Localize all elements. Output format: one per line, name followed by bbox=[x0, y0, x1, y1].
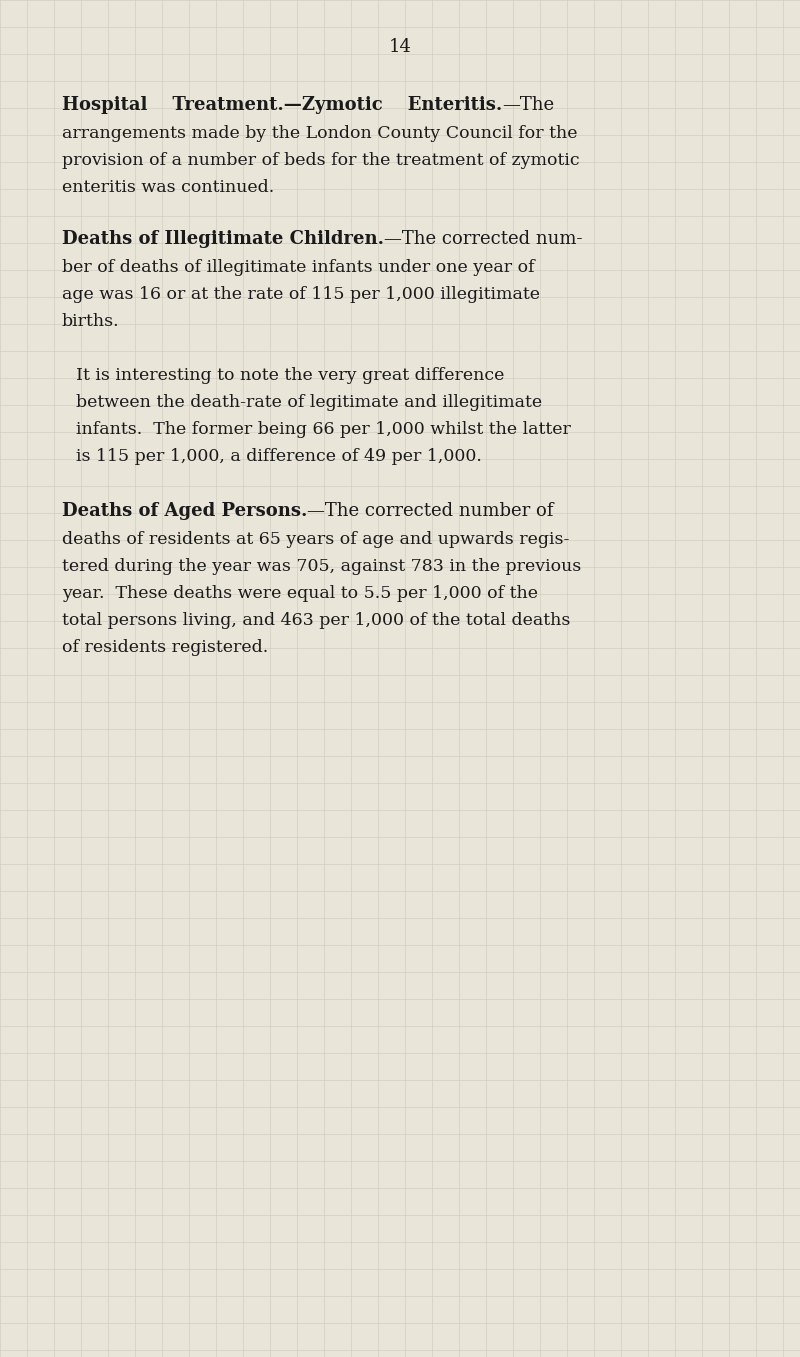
Text: Deaths of Illegitimate Children.: Deaths of Illegitimate Children. bbox=[62, 229, 384, 248]
Text: —The corrected num-: —The corrected num- bbox=[384, 229, 582, 248]
Text: —The: —The bbox=[502, 96, 554, 114]
Text: enteritis was continued.: enteritis was continued. bbox=[62, 179, 274, 195]
Text: total persons living, and 463 per 1,000 of the total deaths: total persons living, and 463 per 1,000 … bbox=[62, 612, 570, 630]
Text: of residents registered.: of residents registered. bbox=[62, 639, 268, 655]
Text: age was 16 or at the rate of 115 per 1,000 illegitimate: age was 16 or at the rate of 115 per 1,0… bbox=[62, 286, 540, 303]
Text: Deaths of Aged Persons.: Deaths of Aged Persons. bbox=[62, 502, 307, 520]
Text: —The corrected number of: —The corrected number of bbox=[307, 502, 554, 520]
Text: deaths of residents at 65 years of age and upwards regis-: deaths of residents at 65 years of age a… bbox=[62, 531, 570, 548]
Text: tered during the year was 705, against 783 in the previous: tered during the year was 705, against 7… bbox=[62, 558, 582, 575]
Text: provision of a number of beds for the treatment of zymotic: provision of a number of beds for the tr… bbox=[62, 152, 580, 170]
Text: Hospital    Treatment.—Zymotic    Enteritis.: Hospital Treatment.—Zymotic Enteritis. bbox=[62, 96, 502, 114]
Text: is 115 per 1,000, a difference of 49 per 1,000.: is 115 per 1,000, a difference of 49 per… bbox=[76, 448, 482, 465]
Text: 14: 14 bbox=[389, 38, 411, 56]
Text: infants.  The former being 66 per 1,000 whilst the latter: infants. The former being 66 per 1,000 w… bbox=[76, 421, 571, 438]
Text: year.  These deaths were equal to 5.5 per 1,000 of the: year. These deaths were equal to 5.5 per… bbox=[62, 585, 538, 603]
Text: between the death-rate of legitimate and illegitimate: between the death-rate of legitimate and… bbox=[76, 394, 542, 411]
Text: ber of deaths of illegitimate infants under one year of: ber of deaths of illegitimate infants un… bbox=[62, 259, 534, 275]
Text: births.: births. bbox=[62, 313, 120, 330]
Text: arrangements made by the London County Council for the: arrangements made by the London County C… bbox=[62, 125, 578, 142]
Text: It is interesting to note the very great difference: It is interesting to note the very great… bbox=[76, 366, 504, 384]
